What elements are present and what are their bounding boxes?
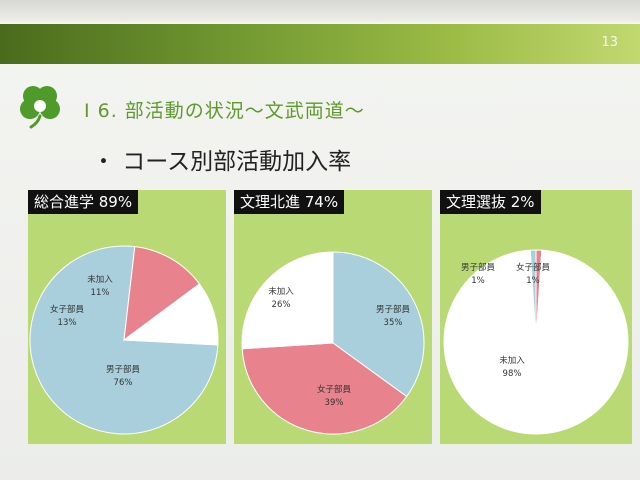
pie-chart-bunri-hokushin bbox=[241, 251, 425, 435]
pie-slice-none bbox=[443, 249, 629, 435]
chart-title: 文理選抜 2% bbox=[440, 190, 541, 214]
page-number: 13 bbox=[601, 35, 618, 50]
slice-name: 未加入 bbox=[499, 356, 525, 366]
slice-percent: 26% bbox=[271, 300, 291, 310]
slice-label: 未加入 26% bbox=[268, 286, 294, 312]
pie-slice-none bbox=[241, 251, 334, 350]
pie-chart-bunri-senbatsu bbox=[443, 249, 629, 435]
slice-label: 男子部員 35% bbox=[376, 304, 410, 330]
slice-label: 未加入 11% bbox=[87, 274, 113, 300]
slice-label: 男子部員 1% bbox=[461, 262, 495, 288]
slice-name: 女子部員 bbox=[49, 305, 85, 315]
pie-chart-sougou bbox=[29, 245, 219, 435]
pie-slice-girls bbox=[123, 246, 201, 342]
slice-label: 女子部員 1% bbox=[516, 262, 550, 288]
clover-icon bbox=[20, 86, 60, 129]
chart-panel-sougou: 男子部員 76% 女子部員 13% 未加入 11% 総合進学 89% bbox=[28, 190, 226, 444]
slice-label: 女子部員 13% bbox=[50, 304, 84, 330]
slice-name: 男子部員 bbox=[460, 263, 496, 273]
top-strip bbox=[0, 0, 640, 22]
pie-slice-girls bbox=[241, 342, 408, 435]
slice-name: 男子部員 bbox=[105, 365, 141, 375]
pie-slice-boys bbox=[332, 251, 425, 398]
slice-name: 女子部員 bbox=[316, 385, 352, 395]
slice-percent: 39% bbox=[324, 398, 344, 408]
slice-label: 男子部員 76% bbox=[106, 364, 140, 390]
chart-title: 文理北進 74% bbox=[234, 190, 345, 214]
chart-title: 総合進学 89% bbox=[28, 190, 139, 214]
slice-label: 未加入 98% bbox=[499, 355, 525, 381]
slice-name: 男子部員 bbox=[375, 305, 411, 315]
slice-name: 未加入 bbox=[268, 287, 294, 297]
slice-percent: 98% bbox=[502, 369, 522, 379]
slice-percent: 1% bbox=[526, 276, 540, 286]
chart-panel-bunri-hokushin: 男子部員 35% 女子部員 39% 未加入 26% 文理北進 74% bbox=[234, 190, 432, 444]
slice-percent: 76% bbox=[113, 378, 133, 388]
pie-slice-none bbox=[122, 283, 219, 346]
slice-name: 女子部員 bbox=[515, 263, 551, 273]
header-bar bbox=[0, 24, 640, 64]
sub-title: ・ コース別部活動加入率 bbox=[92, 149, 352, 175]
slice-percent: 35% bbox=[383, 318, 403, 328]
slice-name: 未加入 bbox=[87, 275, 113, 285]
slice-percent: 11% bbox=[90, 288, 110, 298]
slice-percent: 13% bbox=[57, 318, 77, 328]
slice-percent: 1% bbox=[471, 276, 485, 286]
section-title: Ⅰ 6. 部活動の状況～文武両道～ bbox=[84, 100, 365, 122]
slice-label: 女子部員 39% bbox=[317, 384, 351, 410]
chart-panel-bunri-senbatsu: 男子部員 1% 女子部員 1% 未加入 98% 文理選抜 2% bbox=[440, 190, 632, 444]
